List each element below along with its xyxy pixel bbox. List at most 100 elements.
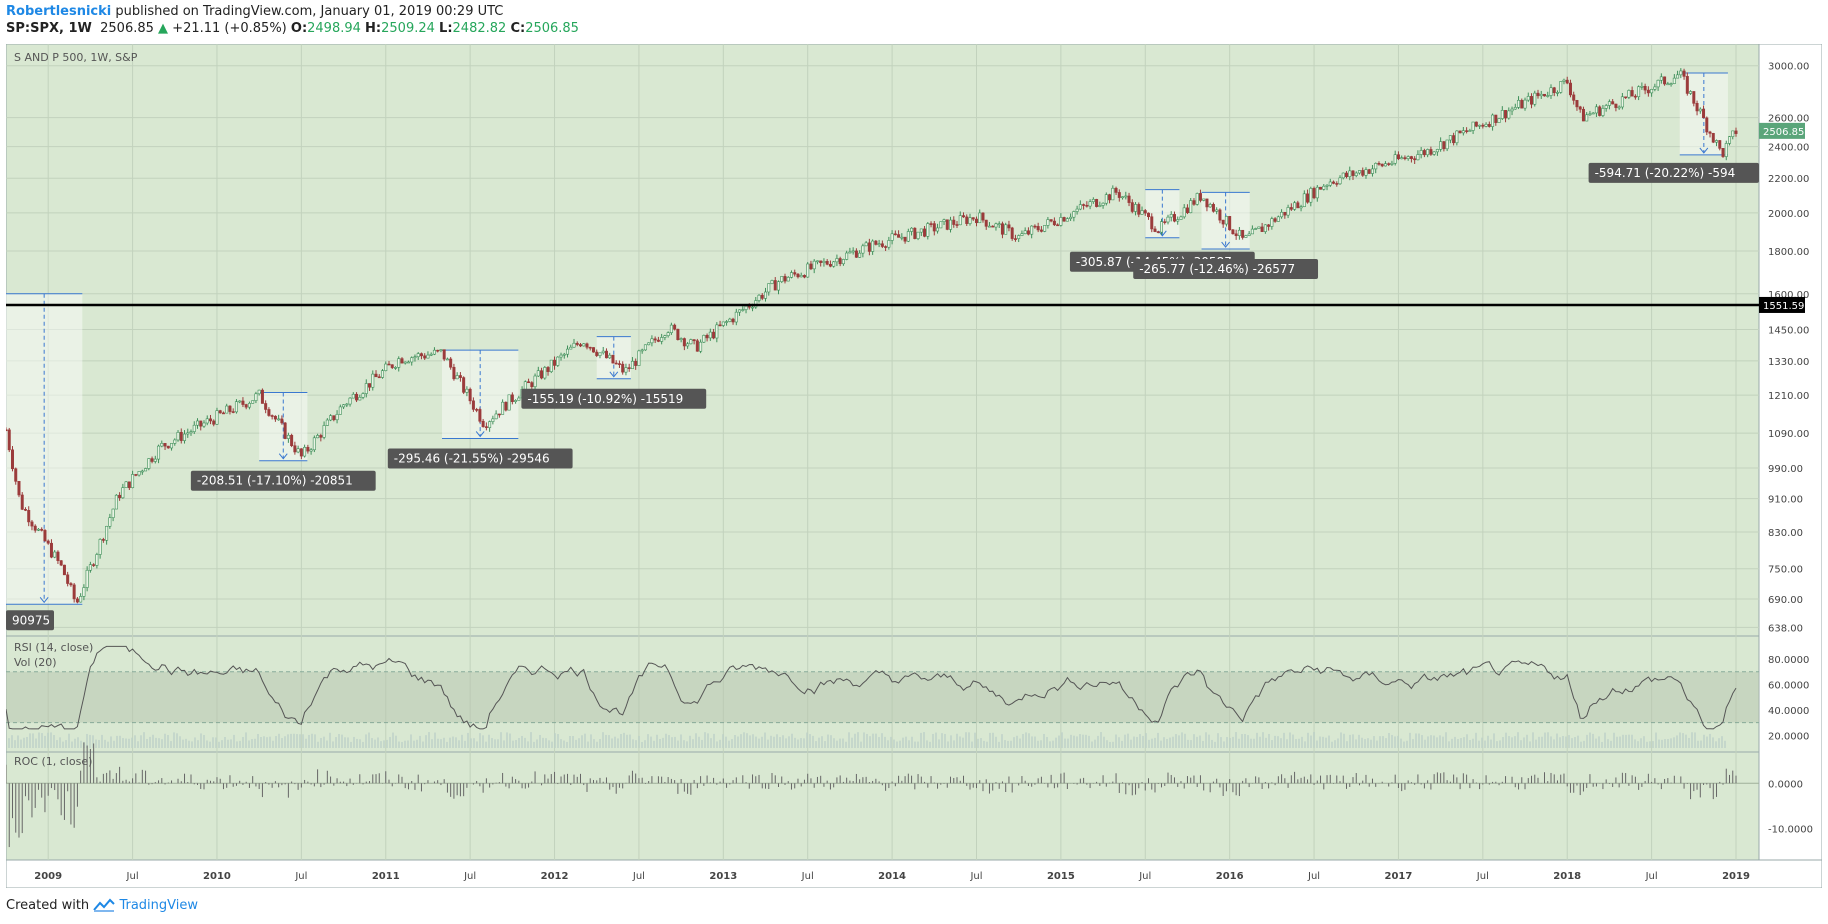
candle-body (1426, 149, 1430, 156)
candle-body (173, 439, 177, 444)
volume-bar (1049, 741, 1051, 748)
measure-label-box (190, 470, 376, 491)
candle-body (974, 218, 978, 224)
candle-body (1189, 200, 1193, 214)
volume-bar (698, 736, 700, 748)
chart-canvas[interactable]: 90975 -208.51 (-17.10%) -20851 -295.46 (-2… (4, 43, 1823, 889)
time-tick-label: 2015 (1047, 871, 1075, 882)
volume-bar (1118, 737, 1120, 748)
candle-body (1091, 199, 1095, 202)
measure-label: -208.51 (-17.10%) -20851 (197, 474, 353, 488)
volume-bar (866, 733, 868, 748)
candle-body (686, 343, 690, 347)
candle-body (786, 277, 790, 282)
candle-body (608, 354, 612, 359)
volume-bar (392, 732, 394, 748)
volume-bar (806, 732, 808, 748)
candle-body (650, 338, 654, 344)
candle-body (1010, 227, 1014, 239)
volume-bar (530, 732, 532, 748)
candle-body (1721, 148, 1725, 157)
candle-body (1637, 86, 1641, 98)
volume-bar (701, 739, 703, 748)
candle-body (530, 382, 534, 388)
candle-body (809, 263, 813, 270)
candle-body (1114, 187, 1118, 193)
candle-body (221, 412, 225, 415)
candle-body (92, 564, 96, 566)
volume-bar (659, 738, 661, 748)
volume-bar (602, 732, 604, 748)
volume-bar (665, 733, 667, 748)
tradingview-link[interactable]: TradingView (119, 898, 198, 913)
candle-body (1594, 106, 1598, 114)
main-pane[interactable] (5, 43, 1760, 637)
candle-body (1374, 163, 1378, 170)
candle-body (1575, 100, 1579, 108)
chart-area[interactable]: 90975 -208.51 (-17.10%) -20851 -295.46 (-2… (4, 43, 1823, 889)
time-tick-label: Jul (969, 871, 982, 882)
volume-bar (1067, 738, 1069, 748)
candle-body (1429, 149, 1433, 155)
volume-bar (1157, 732, 1159, 748)
support-line-tag (1759, 296, 1805, 313)
volume-bar (767, 739, 769, 748)
volume-bar (1190, 740, 1192, 748)
candle-body (858, 252, 862, 258)
price-tick-label: 1090.00 (1768, 429, 1809, 440)
candle-body (1455, 130, 1459, 144)
candle-body (1390, 162, 1394, 165)
candle-body (822, 261, 826, 263)
candle-body (1085, 204, 1089, 207)
volume-bar (1358, 734, 1360, 748)
volume-bar (1712, 737, 1714, 748)
candle-body (1247, 233, 1251, 236)
volume-bar (395, 735, 397, 748)
candle-body (806, 263, 810, 278)
volume-bar (761, 736, 763, 748)
candle-body (1708, 131, 1712, 134)
volume-bar (1658, 739, 1660, 748)
volume-bar (1604, 732, 1606, 748)
volume-bar (1184, 733, 1186, 748)
candle-body (364, 383, 368, 394)
volume-bar (1130, 739, 1132, 748)
candle-body (1562, 79, 1566, 82)
volume-bar (137, 741, 139, 748)
candle-body (1319, 186, 1323, 190)
volume-bar (1715, 741, 1717, 748)
candle-body (1117, 192, 1121, 198)
volume-bar (1031, 736, 1033, 748)
candle-body (1095, 199, 1099, 207)
volume-bar (551, 741, 553, 748)
candle-body (471, 400, 475, 410)
price-axis[interactable] (1758, 43, 1823, 861)
volume-bar (1001, 734, 1003, 748)
candle-body (1474, 121, 1478, 127)
candle-body (1153, 228, 1157, 232)
candle-body (1357, 170, 1361, 174)
candle-body (945, 219, 949, 230)
candle-body (1656, 79, 1660, 88)
time-axis[interactable] (5, 859, 1823, 889)
volume-bar (1523, 737, 1525, 748)
volume-bar (1043, 733, 1045, 748)
volume-bar (1223, 741, 1225, 748)
author-link[interactable]: Robertlesnicki (6, 4, 112, 19)
time-tick-label: 2019 (1722, 871, 1750, 882)
volume-bar (584, 733, 586, 748)
candle-body (689, 339, 693, 345)
candle-body (1452, 135, 1456, 144)
volume-bar (1661, 739, 1663, 748)
candle-body (1497, 118, 1501, 123)
candle-body (1403, 157, 1407, 159)
price-tick-label: 638.00 (1768, 623, 1803, 634)
candle-body (85, 569, 89, 588)
candle-body (514, 400, 518, 402)
volume-bar (833, 738, 835, 748)
candle-body (939, 221, 943, 229)
candle-body (867, 242, 871, 252)
volume-bar (1226, 737, 1228, 748)
roc-pane[interactable] (5, 751, 1760, 861)
candle-body (962, 215, 966, 218)
